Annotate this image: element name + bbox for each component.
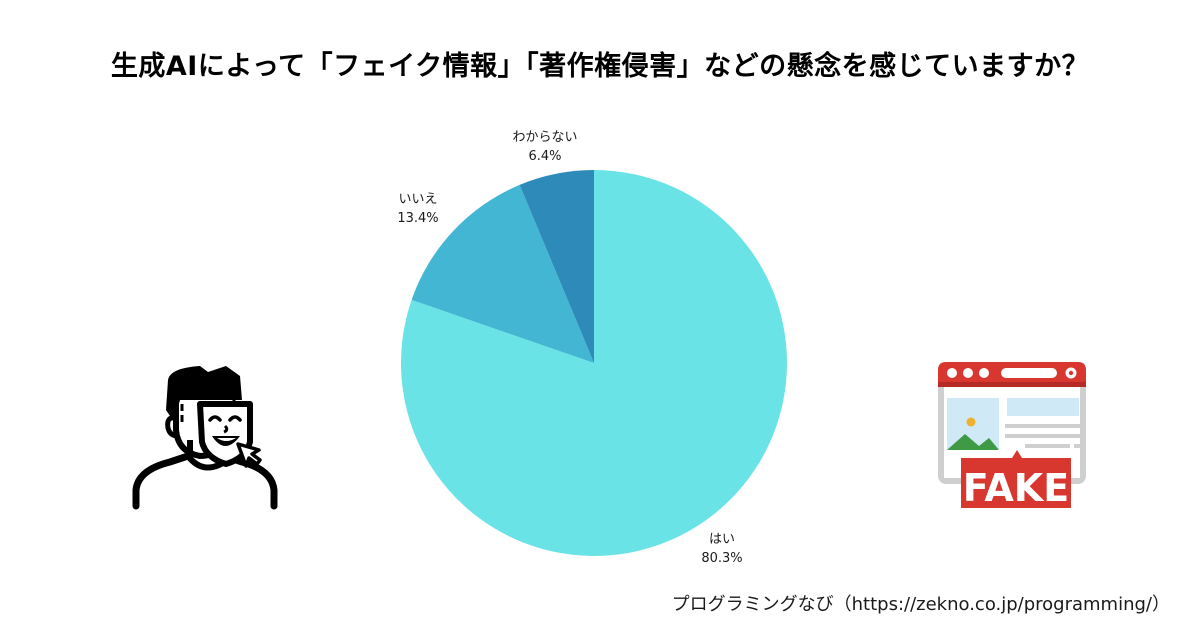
label-no-value: 13.4% xyxy=(397,211,439,226)
label-no-name: いいえ xyxy=(398,192,438,207)
window-dot-icon xyxy=(963,368,973,378)
label-yes-value: 80.3% xyxy=(701,551,743,566)
source-credit: プログラミングなび（https://zekno.co.jp/programmin… xyxy=(671,594,1170,615)
window-dot-icon xyxy=(947,368,957,378)
pie-slice-unknown xyxy=(519,169,594,363)
masked-person-icon xyxy=(132,366,278,510)
label-no: いいえ 13.4% xyxy=(397,190,438,228)
fake-news-browser-icon: FAKE xyxy=(938,362,1086,510)
label-unknown-value: 6.4% xyxy=(528,149,562,164)
pie-slice-yes xyxy=(400,170,787,556)
chart-title: 生成AIによって「フェイク情報」「著作権侵害」などの懸念を感じていますか？ xyxy=(110,51,1090,82)
label-yes-name: はい xyxy=(708,532,735,547)
pie-slice-no xyxy=(411,184,594,363)
fake-label: FAKE xyxy=(963,466,1069,510)
label-unknown: わからない 6.4% xyxy=(512,128,577,166)
label-yes: はい 80.3% xyxy=(701,530,742,568)
label-unknown-name: わからない xyxy=(512,130,578,145)
address-bar xyxy=(1001,368,1057,378)
window-dot-icon xyxy=(979,368,989,378)
